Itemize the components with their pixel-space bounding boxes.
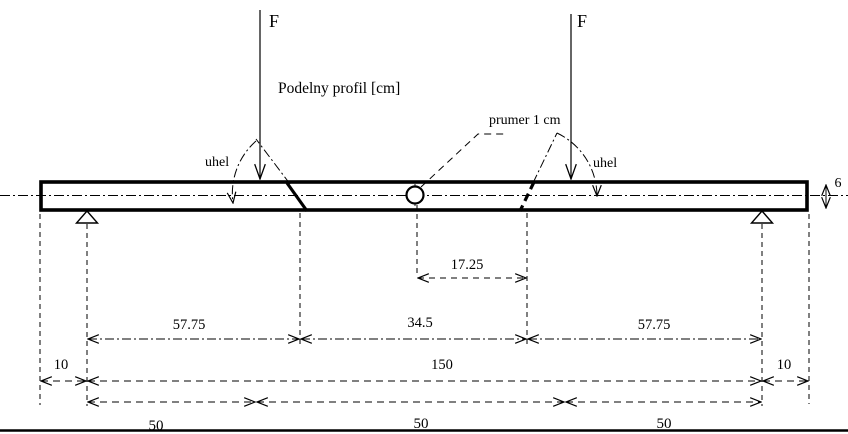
force-label-left: F xyxy=(269,11,279,31)
angle-label-left: uhel xyxy=(205,155,229,170)
hole-leader-line xyxy=(420,133,508,188)
force-label-right: F xyxy=(577,11,587,31)
beam-height-label: 6 xyxy=(835,176,842,191)
profile-title-label: Podelny profil [cm] xyxy=(278,80,400,97)
dimension-label-50-third: 50 xyxy=(657,416,672,432)
angle-extension-right xyxy=(532,132,558,184)
dimension-label-57-75-right: 57.75 xyxy=(638,317,671,333)
dimension-label-34-5: 34.5 xyxy=(407,315,432,331)
extension-lines xyxy=(39,205,810,406)
cut-line-left xyxy=(285,182,309,212)
support-left xyxy=(74,209,100,224)
angle-arc-left xyxy=(232,140,257,203)
dimension-label-57-75-left: 57.75 xyxy=(173,317,206,333)
angle-arc-right xyxy=(556,132,597,196)
angle-label-right: uhel xyxy=(593,156,617,171)
dimension-label-10-left: 10 xyxy=(54,357,69,373)
hole-circle xyxy=(405,185,425,205)
angle-extension-left xyxy=(255,138,291,185)
dimension-label-10-right: 10 xyxy=(777,357,792,373)
dimension-label-50-first: 50 xyxy=(149,418,164,434)
dimension-label-17-25: 17.25 xyxy=(451,257,484,273)
hole-diameter-label: prumer 1 cm xyxy=(489,113,561,128)
dimension-label-50-second: 50 xyxy=(414,416,429,432)
dimension-label-150: 150 xyxy=(431,357,453,373)
cut-line-right xyxy=(518,181,536,212)
support-right xyxy=(749,209,775,224)
